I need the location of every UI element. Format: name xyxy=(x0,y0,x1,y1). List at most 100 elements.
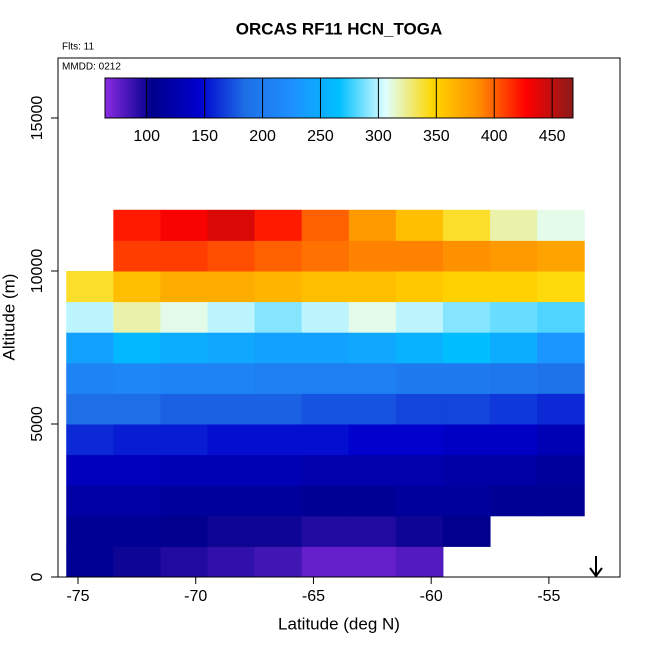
heatmap-cell xyxy=(348,485,397,517)
heatmap-cell xyxy=(160,454,209,486)
heatmap-cell xyxy=(113,454,161,486)
heatmap-cell xyxy=(113,270,161,303)
heatmap-cell xyxy=(160,423,209,456)
heatmap-cell xyxy=(442,393,491,425)
heatmap-cell xyxy=(301,515,350,547)
heatmap-cell xyxy=(113,515,161,547)
heatmap-cell xyxy=(537,301,585,333)
y-tick-label: 0 xyxy=(29,572,46,581)
heatmap-cell xyxy=(348,362,397,394)
heatmap-cell xyxy=(348,332,397,364)
heatmap-cell xyxy=(160,301,209,333)
heatmap-cell xyxy=(160,515,209,547)
heatmap-cell xyxy=(160,362,209,394)
heatmap-cell xyxy=(301,240,350,272)
heatmap-cell xyxy=(442,332,491,364)
arrow xyxy=(589,556,603,578)
heatmap-cell xyxy=(395,485,444,517)
heatmap-cell xyxy=(537,393,585,425)
heatmap-cell xyxy=(301,301,350,333)
heatmap-cell xyxy=(207,515,256,547)
colorbar-tick-label: 350 xyxy=(423,128,450,145)
heatmap-cell xyxy=(160,270,209,303)
heatmap-cell xyxy=(254,332,303,364)
colorbar-tick-label: 150 xyxy=(191,128,218,145)
heatmap-cell xyxy=(395,332,444,364)
heatmap-cell xyxy=(301,485,350,517)
heatmap-cell xyxy=(254,209,303,241)
heatmap-cell xyxy=(442,423,491,456)
heatmap-cell xyxy=(254,423,303,456)
x-tick-label: -70 xyxy=(184,588,207,605)
heatmap-cell xyxy=(348,515,397,547)
colorbar-tick-label: 300 xyxy=(365,128,392,145)
heatmap-cell xyxy=(160,393,209,425)
heatmap-cell xyxy=(395,423,444,456)
heatmap-cell xyxy=(113,362,161,394)
heatmap-cell xyxy=(254,362,303,394)
annotation: Flts: 11 xyxy=(62,42,94,53)
heatmap-cell xyxy=(301,546,350,578)
heatmap-cell xyxy=(301,332,350,364)
x-tick-label: -75 xyxy=(66,588,89,605)
colorbar-tick-label: 250 xyxy=(307,128,334,145)
heatmap-cell xyxy=(113,301,161,333)
heatmap-cell xyxy=(490,332,538,364)
heatmap-cell xyxy=(395,454,444,486)
heatmap-cell xyxy=(66,423,114,456)
heatmap-cell xyxy=(442,301,491,333)
heatmap-cell xyxy=(207,362,256,394)
heatmap-cell xyxy=(442,485,491,517)
heatmap-cell xyxy=(254,240,303,272)
heatmap-cell xyxy=(113,423,161,456)
heatmap-cell xyxy=(537,270,585,303)
heatmap-cell xyxy=(207,209,256,241)
heatmap-cell xyxy=(442,240,491,272)
x-tick-label: -60 xyxy=(420,588,443,605)
heatmap-cell xyxy=(395,546,444,578)
heatmap-cell xyxy=(348,209,397,241)
heatmap-cell xyxy=(66,270,114,303)
heatmap-cell xyxy=(301,393,350,425)
chart-title: ORCAS RF11 HCN_TOGA xyxy=(236,19,443,38)
heatmap-cell xyxy=(537,332,585,364)
heatmap-cell xyxy=(490,393,538,425)
colorbar-tick-label: 450 xyxy=(539,128,566,145)
heatmap-cell xyxy=(207,485,256,517)
heatmap-cell xyxy=(490,270,538,303)
heatmap-cell xyxy=(160,332,209,364)
heatmap-cell xyxy=(207,301,256,333)
x-tick-label: -65 xyxy=(302,588,325,605)
heatmap-cell xyxy=(490,209,538,241)
x-axis-label: Latitude (deg N) xyxy=(278,614,400,633)
heatmap-cell xyxy=(254,301,303,333)
heatmap-cell xyxy=(442,515,491,547)
heatmap-cell xyxy=(537,454,585,486)
heatmap-cell xyxy=(395,515,444,547)
colorbar xyxy=(104,77,574,119)
heatmap-cell xyxy=(348,240,397,272)
annotation: MMDD: 0212 xyxy=(62,62,121,73)
heatmap-cell xyxy=(254,454,303,486)
heatmap-cell xyxy=(113,485,161,517)
heatmap-cell xyxy=(301,209,350,241)
heatmap-cell xyxy=(254,270,303,303)
heatmap-cell xyxy=(537,209,585,241)
heatmap-cell xyxy=(395,301,444,333)
y-axis-label: Altitude (m) xyxy=(0,274,18,361)
heatmap-cell xyxy=(207,332,256,364)
heatmap-cell xyxy=(66,454,114,486)
y-tick-label: 15000 xyxy=(29,96,46,141)
heatmap-cell xyxy=(490,240,538,272)
heatmap-cell xyxy=(301,423,350,456)
heatmap-cell xyxy=(207,546,256,578)
heatmap-cell xyxy=(442,270,491,303)
heatmap-cell xyxy=(537,362,585,394)
heatmap-cell xyxy=(537,423,585,456)
heatmap-cell xyxy=(113,546,161,578)
heatmap-cell xyxy=(254,546,303,578)
heatmap-cell xyxy=(207,393,256,425)
heatmap-cell xyxy=(207,454,256,486)
heatmap-cell xyxy=(301,362,350,394)
